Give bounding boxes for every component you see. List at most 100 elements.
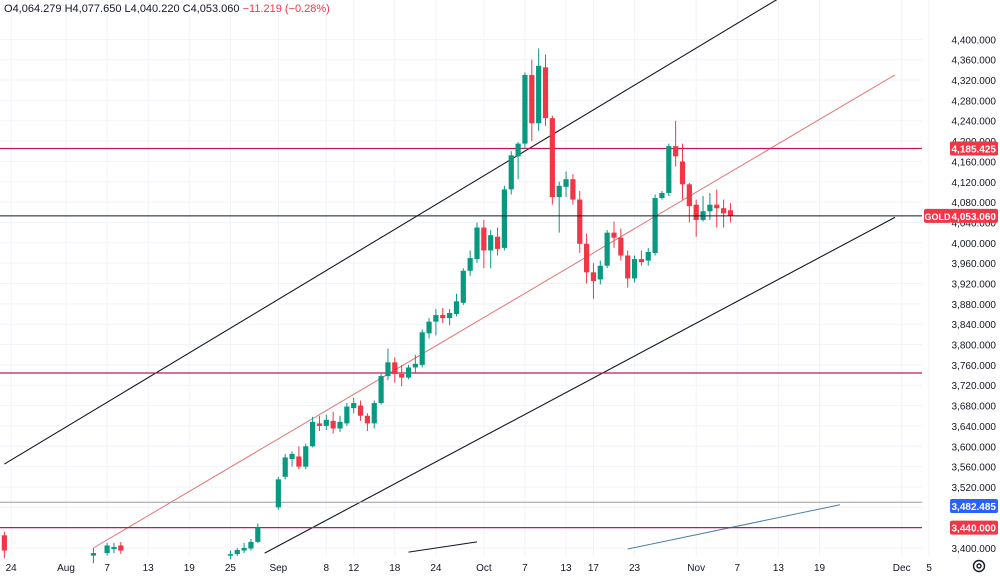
candle-body — [522, 74, 528, 144]
y-tick-label: 3,800.000 — [952, 341, 997, 352]
candle-body — [666, 146, 672, 193]
candle-body — [323, 419, 329, 426]
candle-body — [604, 232, 610, 266]
channel-mid-line — [93, 74, 896, 549]
time-axis-bg — [0, 556, 1000, 580]
candle-body — [104, 545, 110, 554]
close-label: C — [182, 3, 191, 15]
candle-body — [241, 548, 247, 551]
candle-body — [371, 403, 377, 424]
y-tick-label: 4,000.000 — [952, 239, 997, 250]
y-tick-label: 4,080.000 — [952, 198, 997, 209]
candle-body — [686, 184, 692, 207]
candle-body — [460, 270, 466, 303]
candle-body — [433, 315, 439, 322]
indicator-line — [627, 504, 841, 550]
close-value: 4,053.060 — [190, 3, 240, 15]
channel-upper-line — [4, 0, 778, 465]
y-tick-label: 4,400.000 — [952, 35, 997, 46]
candle-body — [111, 546, 117, 550]
x-tick-label: 13 — [560, 563, 572, 574]
candle-body — [727, 210, 734, 216]
symbol-tag-bg — [924, 208, 951, 223]
y-tick-label: 4,040.000 — [952, 218, 997, 229]
y-tick-label: 4,280.000 — [952, 96, 997, 107]
candle-body — [399, 374, 405, 378]
candle-body — [659, 192, 665, 199]
candle-body — [529, 74, 535, 124]
candle-body — [364, 415, 370, 424]
y-tick-label: 3,400.000 — [952, 544, 997, 555]
x-tick-label: Sep — [269, 563, 287, 574]
candle-body — [542, 67, 549, 119]
candle-body — [673, 146, 679, 157]
candle-body — [412, 363, 418, 368]
candle-body — [597, 265, 603, 280]
candle-body — [440, 315, 446, 319]
candle-body — [316, 423, 323, 426]
candle-body — [707, 204, 713, 212]
x-tick-label: 5 — [926, 563, 932, 574]
y-tick-label: 3,640.000 — [952, 422, 997, 433]
indicator-price-tag: 3,482.485 — [952, 502, 997, 513]
candle-body — [563, 179, 569, 187]
x-tick-label: 13 — [143, 563, 155, 574]
candle-body — [501, 189, 507, 248]
candle-body — [310, 421, 316, 447]
indicator-line-dark — [408, 541, 478, 553]
candle-body — [652, 198, 658, 253]
candle-body — [351, 403, 357, 409]
candle-body — [447, 313, 453, 319]
ohlc-header: O4,064.279 H4,077.650 L4,040.220 C4,053.… — [4, 3, 330, 15]
x-tick-label: Nov — [687, 563, 705, 574]
candle-body — [227, 554, 233, 556]
candle-body — [337, 421, 343, 429]
settings-gear-icon[interactable] — [970, 557, 988, 575]
candle-body — [549, 118, 555, 198]
y-tick-label: 3,840.000 — [952, 320, 997, 331]
x-tick-label: 8 — [324, 563, 330, 574]
current-price-tag: 4,053.060 — [952, 212, 997, 223]
low-label: L — [124, 3, 131, 15]
candle-body — [590, 272, 597, 281]
candle-body — [248, 541, 254, 549]
candle-body — [611, 232, 617, 238]
candle-body — [645, 251, 651, 261]
x-tick-label: 19 — [814, 563, 826, 574]
candle-body — [536, 65, 542, 124]
x-tick-label: 7 — [735, 563, 741, 574]
candle-body — [405, 367, 412, 378]
candle-body — [625, 255, 631, 279]
candle-body — [275, 479, 281, 508]
x-tick-label: Aug — [57, 563, 75, 574]
x-tick-label: Oct — [476, 563, 492, 574]
x-tick-label: 24 — [430, 563, 442, 574]
candle-body — [693, 204, 699, 220]
candle-body — [255, 527, 261, 542]
candle-body — [296, 456, 302, 467]
candle-body — [556, 185, 562, 198]
y-tick-label: 3,720.000 — [952, 381, 997, 392]
x-tick-label: 13 — [773, 563, 785, 574]
y-tick-label: 3,560.000 — [952, 463, 997, 474]
candle-body — [494, 236, 501, 249]
candle-body — [378, 376, 384, 404]
open-value: 4,064.279 — [12, 3, 62, 15]
candle-body — [357, 405, 364, 416]
candle-body — [1, 535, 7, 551]
candle-body — [344, 406, 350, 424]
y-tick-label: 4,160.000 — [952, 157, 997, 168]
x-tick-label: Dec — [893, 563, 911, 574]
candle-body — [508, 155, 514, 190]
candle-body — [638, 259, 644, 263]
candle-body — [385, 362, 391, 377]
indicator-price-tag-bg — [950, 499, 998, 514]
candle-body — [392, 362, 398, 375]
y-tick-label: 4,320.000 — [952, 76, 997, 87]
x-tick-label: 25 — [225, 563, 237, 574]
candle-body — [303, 446, 309, 467]
candle-body — [90, 553, 96, 556]
open-label: O — [4, 3, 13, 15]
